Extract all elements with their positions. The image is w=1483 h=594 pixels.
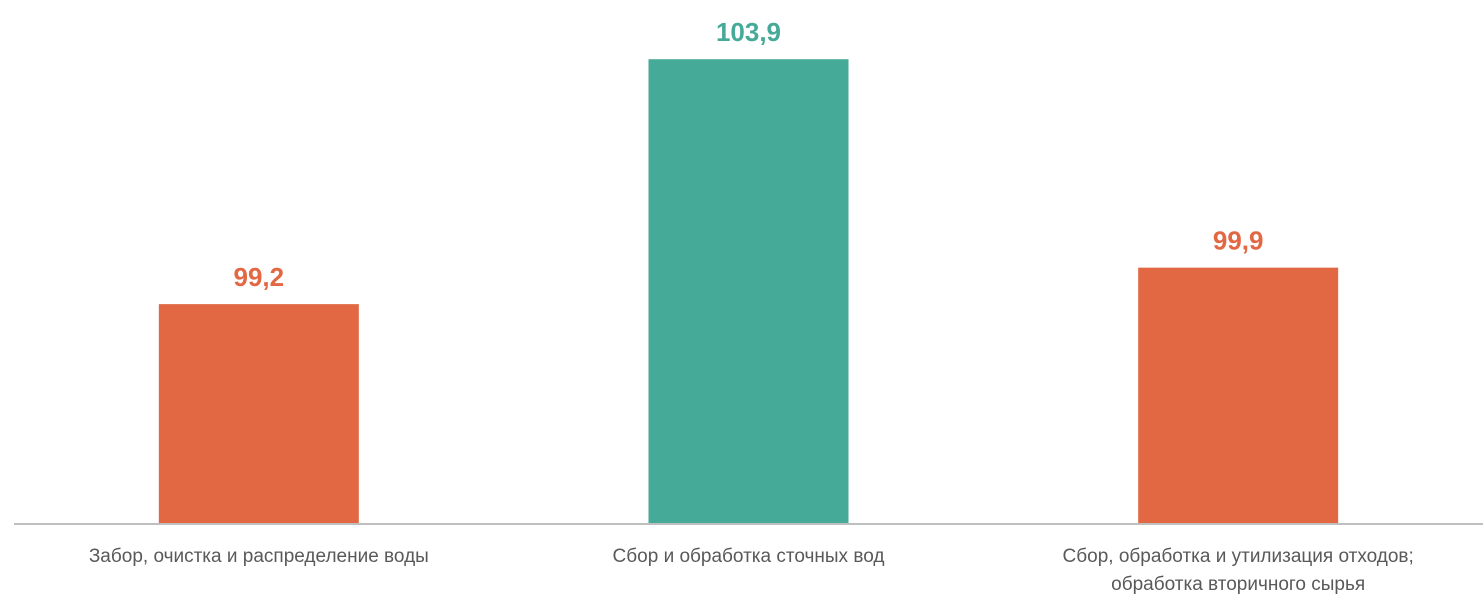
bar-1 [158, 304, 359, 523]
bars-group [158, 59, 1339, 523]
category-label-1-line-1: Забор, очистка и распределение воды [89, 546, 429, 567]
category-label-3-line-2: обработка вторичного сырья [1111, 574, 1365, 594]
bar-value-label-1: 99,2 [234, 262, 285, 292]
category-label-3-line-1: Сбор, обработка и утилизация отходов; [1063, 546, 1414, 567]
bar-value-label-3: 99,9 [1213, 226, 1264, 256]
bar-2 [648, 59, 849, 523]
value-labels-group: 99,2 103,9 99,9 [234, 17, 1264, 292]
bar-value-label-2: 103,9 [716, 17, 781, 47]
category-label-2-line-1: Сбор и обработка сточных вод [613, 546, 885, 567]
category-labels-group: Забор, очистка и распределение воды Сбор … [89, 546, 1414, 594]
bar-3 [1138, 267, 1339, 523]
